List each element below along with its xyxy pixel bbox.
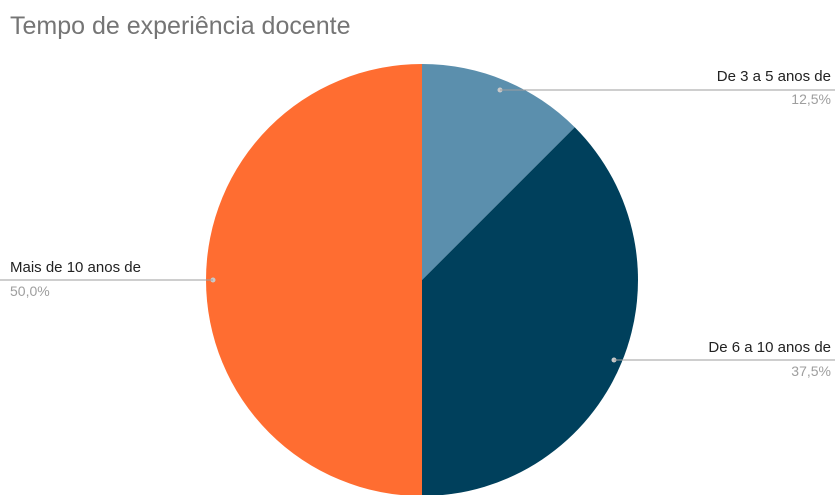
slice-percent-de-3-a-5-anos-de: 12,5% (791, 91, 831, 107)
pie-labels: De 3 a 5 anos de 12,5% De 6 a 10 anos de 37… (0, 68, 835, 379)
slice-percent-de-6-a-10-anos-de: 37,5% (791, 363, 831, 379)
pie-slices (206, 64, 638, 495)
pie-slice-de-3-a-5-anos-de[interactable] (422, 64, 575, 280)
pie-slice-mais-de-10-anos-de[interactable] (206, 64, 422, 495)
slice-label-de-3-a-5-anos-de: De 3 a 5 anos de (717, 68, 831, 85)
pie-slice-de-6-a-10-anos-de[interactable] (422, 127, 638, 495)
chart-title: Tempo de experiência docente (10, 12, 351, 40)
slice-label-mais-de-10-anos-de: Mais de 10 anos de (10, 259, 141, 276)
slice-label-de-6-a-10-anos-de: De 6 a 10 anos de (708, 339, 831, 356)
slice-percent-mais-de-10-anos-de: 50,0% (10, 283, 50, 299)
